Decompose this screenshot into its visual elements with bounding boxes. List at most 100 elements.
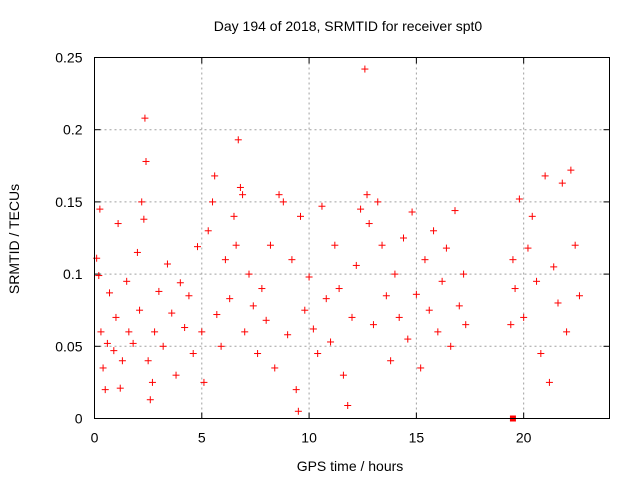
data-point bbox=[103, 339, 111, 347]
data-point bbox=[213, 311, 221, 319]
axis-ticks: 0 0.05 0.1 0.15 0.2 0.25 0 5 10 15 20 bbox=[55, 50, 610, 446]
data-point bbox=[189, 350, 197, 358]
data-point bbox=[460, 270, 468, 278]
data-point bbox=[575, 292, 583, 300]
data-point bbox=[515, 195, 523, 203]
data-point bbox=[335, 285, 343, 293]
x-tick-label: 15 bbox=[409, 430, 425, 446]
y-axis-label: SRMTID / TECUs bbox=[6, 184, 22, 294]
data-point bbox=[327, 338, 335, 346]
data-point bbox=[129, 339, 137, 347]
data-point bbox=[209, 198, 217, 206]
data-point bbox=[369, 321, 377, 329]
data-point bbox=[305, 273, 313, 281]
data-point bbox=[438, 277, 446, 285]
data-point bbox=[95, 272, 103, 280]
data-point bbox=[524, 244, 532, 252]
data-point bbox=[271, 364, 279, 372]
data-point bbox=[520, 313, 528, 321]
data-point bbox=[96, 205, 104, 213]
data-point bbox=[148, 378, 156, 386]
data-point bbox=[163, 260, 171, 268]
data-point bbox=[509, 256, 517, 264]
data-point bbox=[198, 328, 206, 336]
y-tick-label: 0.15 bbox=[55, 194, 82, 210]
data-point bbox=[507, 321, 515, 329]
data-point bbox=[99, 364, 107, 372]
data-point bbox=[361, 65, 369, 73]
data-point bbox=[288, 256, 296, 264]
data-point bbox=[194, 243, 201, 251]
data-point bbox=[172, 371, 180, 379]
data-point bbox=[181, 324, 189, 332]
data-point bbox=[374, 198, 382, 206]
data-point bbox=[541, 172, 549, 180]
data-point bbox=[239, 191, 247, 199]
data-point bbox=[348, 313, 356, 321]
data-point bbox=[357, 205, 365, 213]
data-point bbox=[234, 136, 242, 144]
data-point bbox=[412, 290, 420, 298]
data-point bbox=[217, 342, 225, 350]
data-point bbox=[447, 342, 455, 350]
data-point bbox=[339, 371, 347, 379]
data-point bbox=[363, 191, 371, 199]
chart-title: Day 194 of 2018, SRMTID for receiver spt… bbox=[214, 18, 483, 34]
data-point bbox=[417, 364, 425, 372]
data-point bbox=[331, 241, 339, 249]
data-point bbox=[211, 172, 219, 180]
data-point bbox=[144, 357, 152, 365]
data-point bbox=[176, 279, 184, 287]
data-point bbox=[275, 191, 283, 199]
plot-frame bbox=[94, 57, 610, 419]
data-point bbox=[455, 302, 463, 310]
data-point bbox=[425, 306, 433, 314]
data-point bbox=[221, 256, 229, 264]
data-point bbox=[545, 378, 553, 386]
data-point bbox=[123, 277, 131, 285]
data-point bbox=[236, 183, 244, 191]
data-point bbox=[114, 220, 122, 228]
data-point bbox=[294, 407, 302, 415]
data-point bbox=[511, 285, 519, 293]
data-point bbox=[322, 295, 330, 303]
data-point bbox=[168, 309, 176, 317]
x-tick-label: 20 bbox=[516, 430, 532, 446]
data-point bbox=[318, 202, 326, 210]
data-point bbox=[554, 299, 562, 307]
data-point bbox=[142, 157, 150, 165]
x-tick-label: 5 bbox=[198, 430, 206, 446]
data-point bbox=[241, 328, 249, 336]
data-point bbox=[391, 270, 399, 278]
data-point bbox=[266, 241, 274, 249]
data-point bbox=[352, 261, 360, 269]
x-axis-label: GPS time / hours bbox=[297, 458, 404, 474]
x-tick-label: 0 bbox=[91, 430, 99, 446]
data-point bbox=[567, 166, 575, 174]
data-point bbox=[550, 263, 558, 271]
data-point bbox=[421, 256, 429, 264]
data-point bbox=[301, 306, 309, 314]
data-point bbox=[106, 289, 114, 297]
data-point bbox=[230, 212, 238, 220]
data-point bbox=[408, 208, 416, 216]
data-point bbox=[118, 357, 126, 365]
y-tick-label: 0.25 bbox=[55, 50, 82, 66]
data-point bbox=[185, 292, 193, 300]
data-point bbox=[528, 212, 536, 220]
data-point bbox=[297, 212, 304, 220]
y-tick-label: 0 bbox=[75, 411, 83, 427]
data-points bbox=[93, 65, 583, 422]
data-point bbox=[404, 335, 412, 343]
data-point bbox=[558, 179, 566, 187]
data-point bbox=[314, 350, 322, 358]
data-point bbox=[378, 241, 386, 249]
data-point bbox=[97, 328, 105, 336]
data-point bbox=[133, 248, 141, 256]
data-point bbox=[110, 347, 118, 355]
data-point bbox=[365, 220, 373, 228]
data-point bbox=[138, 198, 146, 206]
data-point bbox=[141, 114, 149, 122]
data-point bbox=[382, 292, 390, 300]
